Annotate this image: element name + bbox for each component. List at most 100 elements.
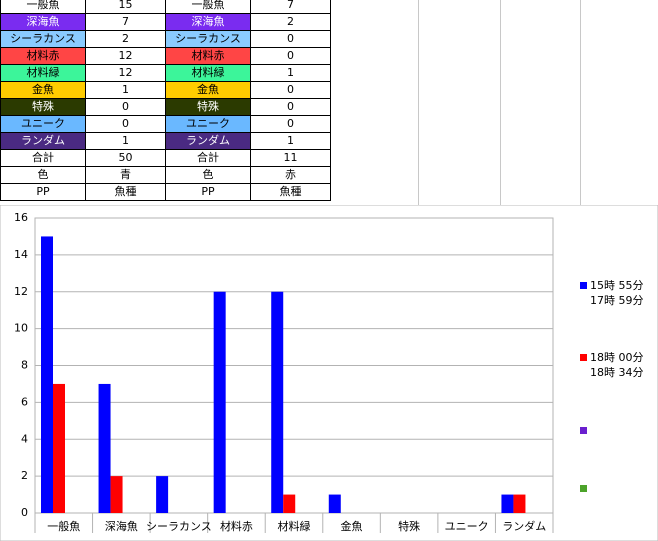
cell-border	[500, 0, 501, 205]
table-row: 金魚 1 金魚 0	[0, 81, 331, 99]
table-cell: 0	[250, 98, 331, 116]
table-cell: 2	[85, 30, 166, 48]
bar	[53, 383, 65, 513]
table-cell: 0	[250, 115, 331, 133]
table-row: 材料緑 12 材料緑 1	[0, 64, 331, 82]
table-row: 特殊 0 特殊 0	[0, 98, 331, 116]
bar	[98, 383, 111, 513]
y-tick-label: 8	[21, 359, 28, 372]
bar	[213, 291, 226, 513]
table-cell: 12	[85, 47, 166, 65]
table-cell: 一般魚	[165, 0, 251, 14]
table-cell: ランダム	[165, 132, 251, 150]
table-cell: 材料赤	[165, 47, 251, 65]
legend-label: 15時 55分 17時 59分	[590, 279, 644, 307]
legend-label: 18時 00分 18時 34分	[590, 351, 644, 379]
table-cell: 魚種	[250, 183, 331, 201]
table-cell: 12	[85, 64, 166, 82]
x-tick-label: 特殊	[398, 519, 420, 533]
table-cell: 11	[250, 149, 331, 167]
legend-swatch	[580, 282, 587, 289]
cell-border	[580, 0, 581, 205]
bar	[41, 236, 53, 513]
x-tick-label: ランダム	[502, 519, 546, 533]
table-row: ユニーク 0 ユニーク 0	[0, 115, 331, 133]
bar	[156, 476, 169, 513]
table-cell: 材料緑	[0, 64, 86, 82]
table-row: 材料赤 12 材料赤 0	[0, 47, 331, 65]
table-cell: ユニーク	[0, 115, 86, 133]
bar	[283, 494, 296, 513]
legend-swatch	[580, 354, 587, 361]
x-tick-label: 材料赤	[220, 519, 253, 533]
table-cell: 0	[85, 98, 166, 116]
table-cell: 0	[250, 30, 331, 48]
x-tick-label: 深海魚	[105, 519, 138, 533]
table-row: 一般魚 15 一般魚 7	[0, 0, 331, 14]
table-cell: 材料緑	[165, 64, 251, 82]
legend-swatch	[580, 427, 587, 434]
y-tick-label: 0	[21, 506, 28, 519]
table-cell: 50	[85, 149, 166, 167]
table-cell: 赤	[250, 166, 331, 184]
table-cell: 金魚	[0, 81, 86, 99]
bar	[513, 494, 526, 513]
legend-item: 15時 55分 17時 59分	[580, 278, 644, 308]
table-cell: 色	[165, 166, 251, 184]
data-table: 一般魚 15 一般魚 7 深海魚 7 深海魚 2 シーラカンス 2 シーラカンス 0 材料赤 12 材料赤 0…	[0, 0, 331, 201]
bar	[328, 494, 341, 513]
table-cell: 魚種	[85, 183, 166, 201]
table-row: 深海魚 7 深海魚 2	[0, 13, 331, 31]
y-tick-label: 12	[14, 285, 28, 298]
table-row: 合計 50 合計 11	[0, 149, 331, 167]
table-cell: 0	[250, 47, 331, 65]
table-cell: 一般魚	[0, 0, 86, 14]
chart: 0 2 4 6 8 10 12 14 16 一般魚 深海魚 シーラカンス 材料赤 材料緑 金魚 特殊 ユニークラ…	[0, 205, 658, 541]
x-tick-label: ユニーク	[445, 520, 489, 533]
x-tick-label: シーラカンス	[146, 520, 212, 533]
table-cell: 15	[85, 0, 166, 14]
table-cell: 0	[85, 115, 166, 133]
table-cell: 特殊	[165, 98, 251, 116]
table-row: PP 魚種 PP 魚種	[0, 183, 331, 201]
y-tick-label: 4	[21, 432, 28, 445]
table-cell: 特殊	[0, 98, 86, 116]
bar	[110, 476, 123, 513]
table-cell: ユニーク	[165, 115, 251, 133]
table-cell: 7	[250, 0, 331, 14]
table-cell: 2	[250, 13, 331, 31]
table-cell: 深海魚	[165, 13, 251, 31]
table-cell: シーラカンス	[0, 30, 86, 48]
x-tick-label: 金魚	[341, 519, 363, 533]
table-cell: 1	[85, 81, 166, 99]
table-cell: 金魚	[165, 81, 251, 99]
table-row: シーラカンス 2 シーラカンス 0	[0, 30, 331, 48]
x-tick-label: 材料緑	[278, 519, 311, 533]
table-cell: 0	[250, 81, 331, 99]
table-cell: 材料赤	[0, 47, 86, 65]
table-cell: 合計	[0, 149, 86, 167]
table-row: ランダム 1 ランダム 1	[0, 132, 331, 150]
table-cell: 合計	[165, 149, 251, 167]
y-tick-label: 10	[14, 322, 28, 335]
legend-swatch	[580, 485, 587, 492]
table-cell: 1	[85, 132, 166, 150]
y-tick-label: 14	[14, 248, 28, 261]
table-row: 色青色赤	[0, 166, 331, 184]
table-cell: 深海魚	[0, 13, 86, 31]
x-tick-label: 一般魚	[47, 520, 80, 533]
legend-item: 18時 00分 18時 34分	[580, 350, 644, 380]
cell-border	[418, 0, 419, 205]
spreadsheet: 一般魚 15 一般魚 7 深海魚 7 深海魚 2 シーラカンス 2 シーラカンス 0 材料赤 12 材料赤 0…	[0, 0, 658, 205]
table-cell: PP	[165, 183, 251, 201]
table-cell: 7	[85, 13, 166, 31]
table-cell: 青	[85, 166, 166, 184]
bar	[271, 291, 284, 513]
table-cell: ランダム	[0, 132, 86, 150]
y-tick-label: 16	[14, 211, 28, 224]
table-cell: 1	[250, 64, 331, 82]
bar	[501, 494, 514, 513]
table-cell: 1	[250, 132, 331, 150]
table-cell: 色	[0, 166, 86, 184]
